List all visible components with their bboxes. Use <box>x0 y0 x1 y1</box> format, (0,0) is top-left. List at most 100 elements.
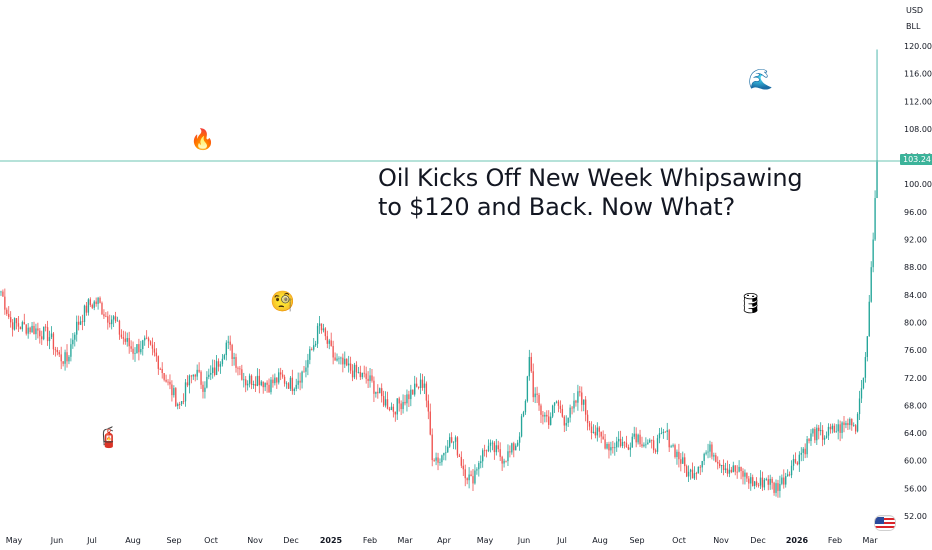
candle-body <box>369 375 371 381</box>
x-tick-label: Jun <box>50 536 64 545</box>
candle-body <box>404 401 406 404</box>
candle-body <box>623 442 626 443</box>
candle-body <box>314 343 317 346</box>
x-tick-label: Feb <box>828 536 842 545</box>
candle-body <box>769 478 771 485</box>
candle-body <box>763 479 766 488</box>
candle-body <box>724 468 727 471</box>
candle-body <box>598 427 600 432</box>
candle-body <box>278 372 280 383</box>
candle-body <box>58 352 60 355</box>
candle-body <box>608 443 610 451</box>
candle-body <box>287 383 290 389</box>
candle-body <box>375 391 377 394</box>
candle-body <box>264 382 266 388</box>
candle-body <box>606 443 608 449</box>
candle-body <box>619 438 622 447</box>
time-axis[interactable]: May Jun Jul Aug Sep Oct Nov Dec 2025 Feb Mar Apr May… <box>6 536 879 545</box>
candle-body <box>662 431 665 433</box>
candle-body <box>466 478 468 481</box>
candle-body <box>734 465 736 472</box>
candle-body <box>631 436 633 448</box>
candle-body <box>660 432 663 434</box>
candle-body <box>654 450 657 452</box>
candle-body <box>248 375 251 384</box>
candle-body <box>332 345 334 358</box>
y-tick-label: 56.00 <box>904 484 927 493</box>
candle-body <box>429 411 431 435</box>
candle-body <box>188 375 191 386</box>
price-axis[interactable]: 52.00 56.00 60.00 64.00 68.00 72.00 76.00 80.00… <box>904 42 932 521</box>
candle-body <box>449 437 451 447</box>
candle-body <box>398 398 400 404</box>
candle-body <box>252 384 255 386</box>
candle-body <box>37 328 39 331</box>
candle-body <box>499 449 501 457</box>
candle-body <box>23 322 25 325</box>
candle-body <box>592 431 595 433</box>
candle-body <box>445 452 447 454</box>
candle-body <box>204 387 206 392</box>
candle-body <box>326 336 328 344</box>
candle-body <box>159 368 161 370</box>
candle-body <box>324 328 327 337</box>
candle-body <box>740 466 742 472</box>
candle-body <box>200 371 202 385</box>
candle-body <box>85 305 88 313</box>
candle-body <box>105 316 107 318</box>
candle-body <box>293 388 295 392</box>
candle-body <box>373 380 375 394</box>
candle-body <box>126 338 128 342</box>
candle-body <box>266 382 268 385</box>
candle-body <box>821 429 824 440</box>
candle-body <box>493 442 496 453</box>
candle-body <box>342 357 344 365</box>
candle-body <box>728 469 731 474</box>
x-tick-label: 2026 <box>786 536 809 545</box>
candle-body <box>868 301 870 337</box>
candle-body <box>153 348 156 353</box>
candle-body <box>184 382 187 402</box>
y-tick-label: 68.00 <box>904 401 927 410</box>
candle-body <box>474 470 476 484</box>
candle-body <box>507 451 509 462</box>
candle-body <box>175 388 177 406</box>
candle-body <box>161 368 163 374</box>
candle-body <box>870 267 872 302</box>
last-price-badge: 103.24 <box>900 154 932 165</box>
candle-body <box>283 376 286 384</box>
candle-body <box>6 309 8 314</box>
candle-body <box>701 460 703 468</box>
candle-body <box>83 305 86 322</box>
candle-body <box>503 460 505 464</box>
candle-body <box>596 427 598 436</box>
candle-body <box>617 438 620 442</box>
candle-body <box>816 427 818 441</box>
candle-body <box>470 474 472 477</box>
candle-body <box>520 416 523 437</box>
candle-body <box>132 348 134 354</box>
candle-body <box>10 317 12 323</box>
candle-body <box>328 340 330 344</box>
candle-body <box>796 462 799 465</box>
candle-body <box>812 429 814 434</box>
candle-body <box>256 375 259 386</box>
candle-body <box>639 434 641 445</box>
candle-body <box>711 444 713 457</box>
candle-body <box>759 477 762 486</box>
candle-body <box>77 321 80 325</box>
candle-body <box>377 391 379 394</box>
candle-body <box>452 441 455 443</box>
candle-body <box>425 383 428 401</box>
candle-body <box>447 446 449 453</box>
candle-body <box>76 321 78 335</box>
candle-body <box>384 399 387 406</box>
candle-body <box>414 383 416 395</box>
candle-body <box>74 334 76 340</box>
us-flag-icon[interactable] <box>874 515 896 531</box>
candle-body <box>771 478 773 483</box>
candle-body <box>715 455 717 462</box>
candle-body <box>241 369 243 380</box>
candle-body <box>472 476 474 484</box>
